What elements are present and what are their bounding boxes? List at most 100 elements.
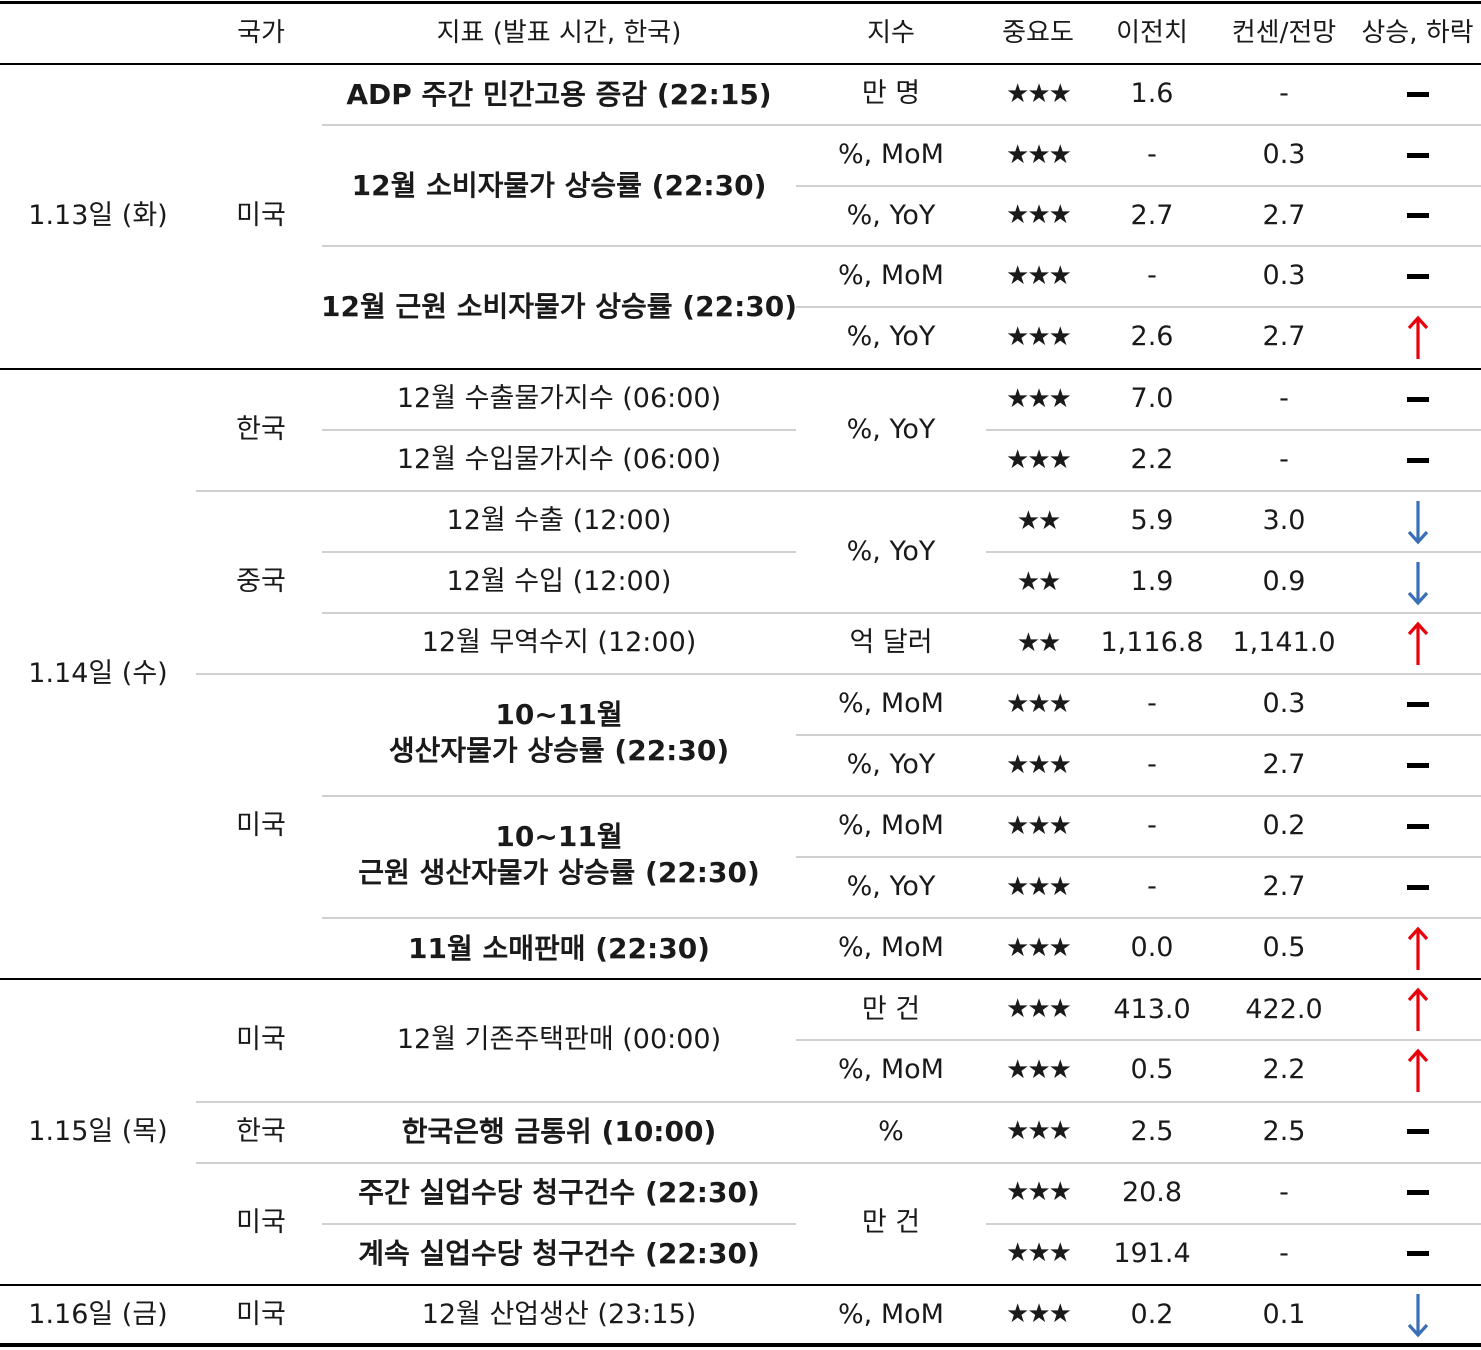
previous-value: 0.0 — [1130, 932, 1174, 964]
previous-value: 20.8 — [1121, 1176, 1183, 1208]
arrow-up-icon — [1407, 1048, 1428, 1092]
row-rule — [322, 917, 1481, 919]
trend-indicator — [1354, 430, 1481, 491]
header-trend: 상승, 하락 — [1361, 18, 1474, 49]
trend-indicator — [1354, 491, 1481, 552]
previous-value: 0.2 — [1130, 1298, 1174, 1330]
arrow-down-icon — [1407, 561, 1428, 605]
trend-indicator — [1354, 186, 1481, 246]
row-rule — [796, 185, 1481, 187]
country-us: 미국 — [236, 810, 286, 842]
importance-stars: ★★★ — [1006, 994, 1072, 1025]
dash-icon — [1406, 152, 1429, 158]
trend-indicator — [1354, 64, 1481, 125]
dash-icon — [1406, 701, 1429, 707]
unit-cell: 만 건 — [861, 993, 921, 1025]
indicator-name: 12월 근원 소비자물가 상승률 (22:30) — [320, 290, 798, 324]
unit-cell: %, MoM — [838, 139, 944, 171]
header-previous: 이전치 — [1116, 18, 1188, 49]
country-rule — [196, 1162, 1481, 1164]
country-rule — [196, 673, 1481, 675]
date-0115: 1.15일 (목) — [28, 1115, 168, 1147]
trend-indicator — [1354, 980, 1481, 1040]
unit-cell: %, YoY — [846, 321, 936, 353]
previous-value: 2.5 — [1130, 1115, 1174, 1147]
country-us: 미국 — [236, 1024, 286, 1056]
indicator-name: 12월 수입물가지수 (06:00) — [396, 444, 722, 476]
importance-stars: ★★★ — [1006, 1238, 1072, 1269]
importance-stars: ★★★ — [1006, 1054, 1072, 1085]
row-rule — [322, 124, 1481, 126]
unit-cell: %, YoY — [846, 413, 936, 445]
trend-indicator — [1354, 1040, 1481, 1101]
row-rule — [796, 306, 1481, 308]
indicator-name: ADP 주간 민간고용 증감 (22:15) — [346, 77, 772, 111]
trend-indicator — [1354, 369, 1481, 430]
previous-value: 7.0 — [1130, 383, 1174, 415]
date-0113: 1.13일 (화) — [28, 199, 168, 231]
header-indicator: 지표 (발표 시간, 한국) — [436, 18, 682, 49]
date-0114: 1.14일 (수) — [28, 657, 168, 689]
previous-value: 1.9 — [1130, 566, 1174, 598]
indicator-name: 12월 기존주택판매 (00:00) — [396, 1024, 722, 1056]
unit-cell: 만 건 — [861, 1207, 921, 1239]
indicator-name: 한국은행 금통위 (10:00) — [401, 1115, 717, 1149]
indicator-name: 근원 생산자물가 상승률 (22:30) — [358, 856, 760, 890]
previous-value: 2.7 — [1130, 199, 1174, 231]
importance-stars: ★★ — [1016, 505, 1062, 536]
indicator-name: 12월 수출 (12:00) — [446, 505, 672, 537]
trend-indicator — [1354, 735, 1481, 796]
importance-stars: ★★★ — [1006, 871, 1072, 902]
country-kr: 한국 — [236, 413, 286, 445]
indicator-name: 10~11월 — [495, 698, 623, 732]
previous-value: - — [1147, 810, 1157, 842]
previous-value: 0.5 — [1130, 1054, 1174, 1086]
indicator-name: 10~11월 — [495, 820, 623, 854]
consensus-value: 2.2 — [1262, 1054, 1306, 1086]
country-rule — [196, 490, 1481, 492]
consensus-value: 0.3 — [1262, 688, 1306, 720]
previous-value: 1,116.8 — [1100, 627, 1204, 659]
unit-cell: %, YoY — [846, 749, 936, 781]
top-border — [0, 1, 1481, 4]
dash-icon — [1406, 884, 1429, 890]
importance-stars: ★★★ — [1006, 1177, 1072, 1208]
arrow-up-icon — [1407, 621, 1428, 665]
trend-indicator — [1354, 1163, 1481, 1223]
country-rule — [196, 1101, 1481, 1103]
country-us: 미국 — [236, 199, 286, 231]
date-0116: 1.16일 (금) — [28, 1298, 168, 1330]
indicator-name: 12월 무역수지 (12:00) — [421, 627, 697, 659]
consensus-value: 422.0 — [1245, 993, 1323, 1025]
header-unit: 지수 — [867, 18, 915, 49]
consensus-value: - — [1279, 383, 1289, 415]
dash-icon — [1406, 91, 1429, 97]
row-rule — [986, 551, 1481, 553]
unit-cell: %, YoY — [846, 199, 936, 231]
unit-cell: %, MoM — [838, 260, 944, 292]
importance-stars: ★★★ — [1006, 78, 1072, 109]
importance-stars: ★★★ — [1006, 383, 1072, 414]
header-country: 국가 — [237, 18, 285, 49]
importance-stars: ★★ — [1016, 566, 1062, 597]
consensus-value: 0.5 — [1262, 932, 1306, 964]
row-rule — [986, 1223, 1481, 1225]
arrow-up-icon — [1407, 987, 1428, 1031]
importance-stars: ★★★ — [1006, 688, 1072, 719]
row-rule — [322, 245, 1481, 247]
row-rule — [322, 795, 1481, 797]
country-us: 미국 — [236, 1298, 286, 1330]
unit-cell: %, YoY — [846, 535, 936, 567]
unit-cell: %, MoM — [838, 1054, 944, 1086]
previous-value: 1.6 — [1130, 78, 1174, 110]
indicator-name: 12월 산업생산 (23:15) — [421, 1298, 697, 1330]
consensus-value: 1,141.0 — [1232, 627, 1336, 659]
consensus-value: 2.7 — [1262, 321, 1306, 353]
previous-value: 2.6 — [1130, 321, 1174, 353]
previous-value: 413.0 — [1113, 993, 1191, 1025]
unit-cell: %, MoM — [838, 810, 944, 842]
previous-value: - — [1147, 260, 1157, 292]
importance-stars: ★★★ — [1006, 139, 1072, 170]
consensus-value: 2.7 — [1262, 749, 1306, 781]
